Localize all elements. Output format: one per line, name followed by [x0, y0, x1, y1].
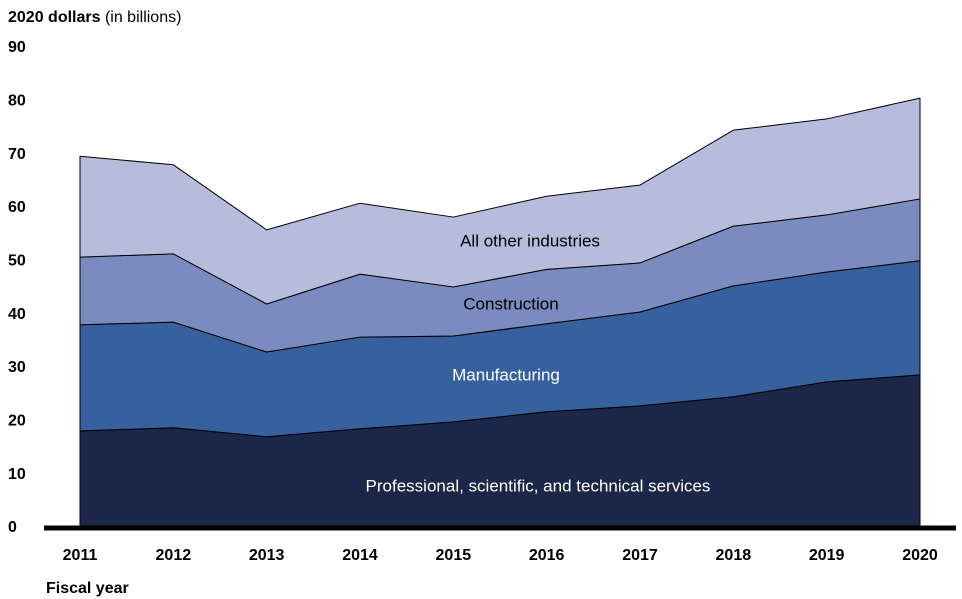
x-tick-label: 2018	[716, 547, 752, 564]
x-axis-title: Fiscal year	[46, 580, 129, 597]
x-tick-label: 2017	[622, 547, 658, 564]
series-label: Professional, scientific, and technical …	[366, 476, 711, 495]
y-tick-label: 40	[8, 306, 26, 323]
series-label: All other industries	[460, 231, 600, 250]
x-tick-label: 2020	[902, 547, 938, 564]
y-tick-label: 50	[8, 253, 26, 270]
y-tick-label: 10	[8, 466, 26, 483]
y-tick-label: 90	[8, 39, 26, 56]
series-label: Construction	[463, 294, 558, 313]
y-tick-label: 60	[8, 199, 26, 216]
series-label: Manufacturing	[452, 365, 560, 384]
x-tick-label: 2019	[809, 547, 845, 564]
x-tick-label: 2011	[63, 547, 98, 564]
x-tick-label: 2012	[156, 547, 192, 564]
x-tick-label: 2014	[342, 547, 378, 564]
area	[79, 97, 921, 305]
x-tick-label: 2016	[529, 547, 565, 564]
y-tick-label: 70	[8, 146, 26, 163]
y-tick-label: 30	[8, 359, 26, 376]
y-axis-label: 2020 dollars	[8, 9, 101, 26]
y-axis-unit: (in billions)	[105, 9, 181, 26]
y-tick-label: 20	[8, 413, 26, 430]
y-tick-label: 80	[8, 93, 26, 110]
y-tick-label: 0	[8, 519, 17, 536]
x-tick-label: 2015	[436, 547, 472, 564]
y-axis-title: 2020 dollars (in billions)	[8, 9, 181, 26]
x-tick-label: 2013	[249, 547, 285, 564]
